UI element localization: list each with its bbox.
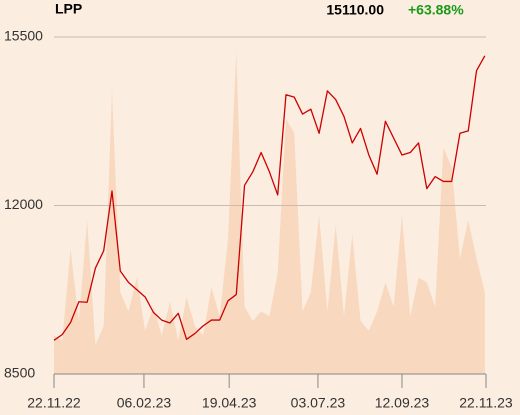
y-tick-label: 8500 <box>4 365 35 381</box>
y-tick-label: 15500 <box>4 28 43 44</box>
x-tick-label: 22.11.23 <box>459 395 513 411</box>
chart-title: LPP <box>55 1 82 17</box>
price-change: +63.88% <box>408 2 464 18</box>
x-tick-label: 03.07.23 <box>291 395 346 411</box>
last-price: 15110.00 <box>326 2 384 18</box>
price-line <box>53 55 486 341</box>
x-tick-label: 19.04.23 <box>202 395 257 411</box>
background-area <box>54 51 485 374</box>
x-tick-label: 22.11.22 <box>27 395 81 411</box>
y-tick-label: 12000 <box>4 196 43 212</box>
x-tick-label: 12.09.23 <box>375 395 430 411</box>
x-tick-label: 06.02.23 <box>117 395 172 411</box>
